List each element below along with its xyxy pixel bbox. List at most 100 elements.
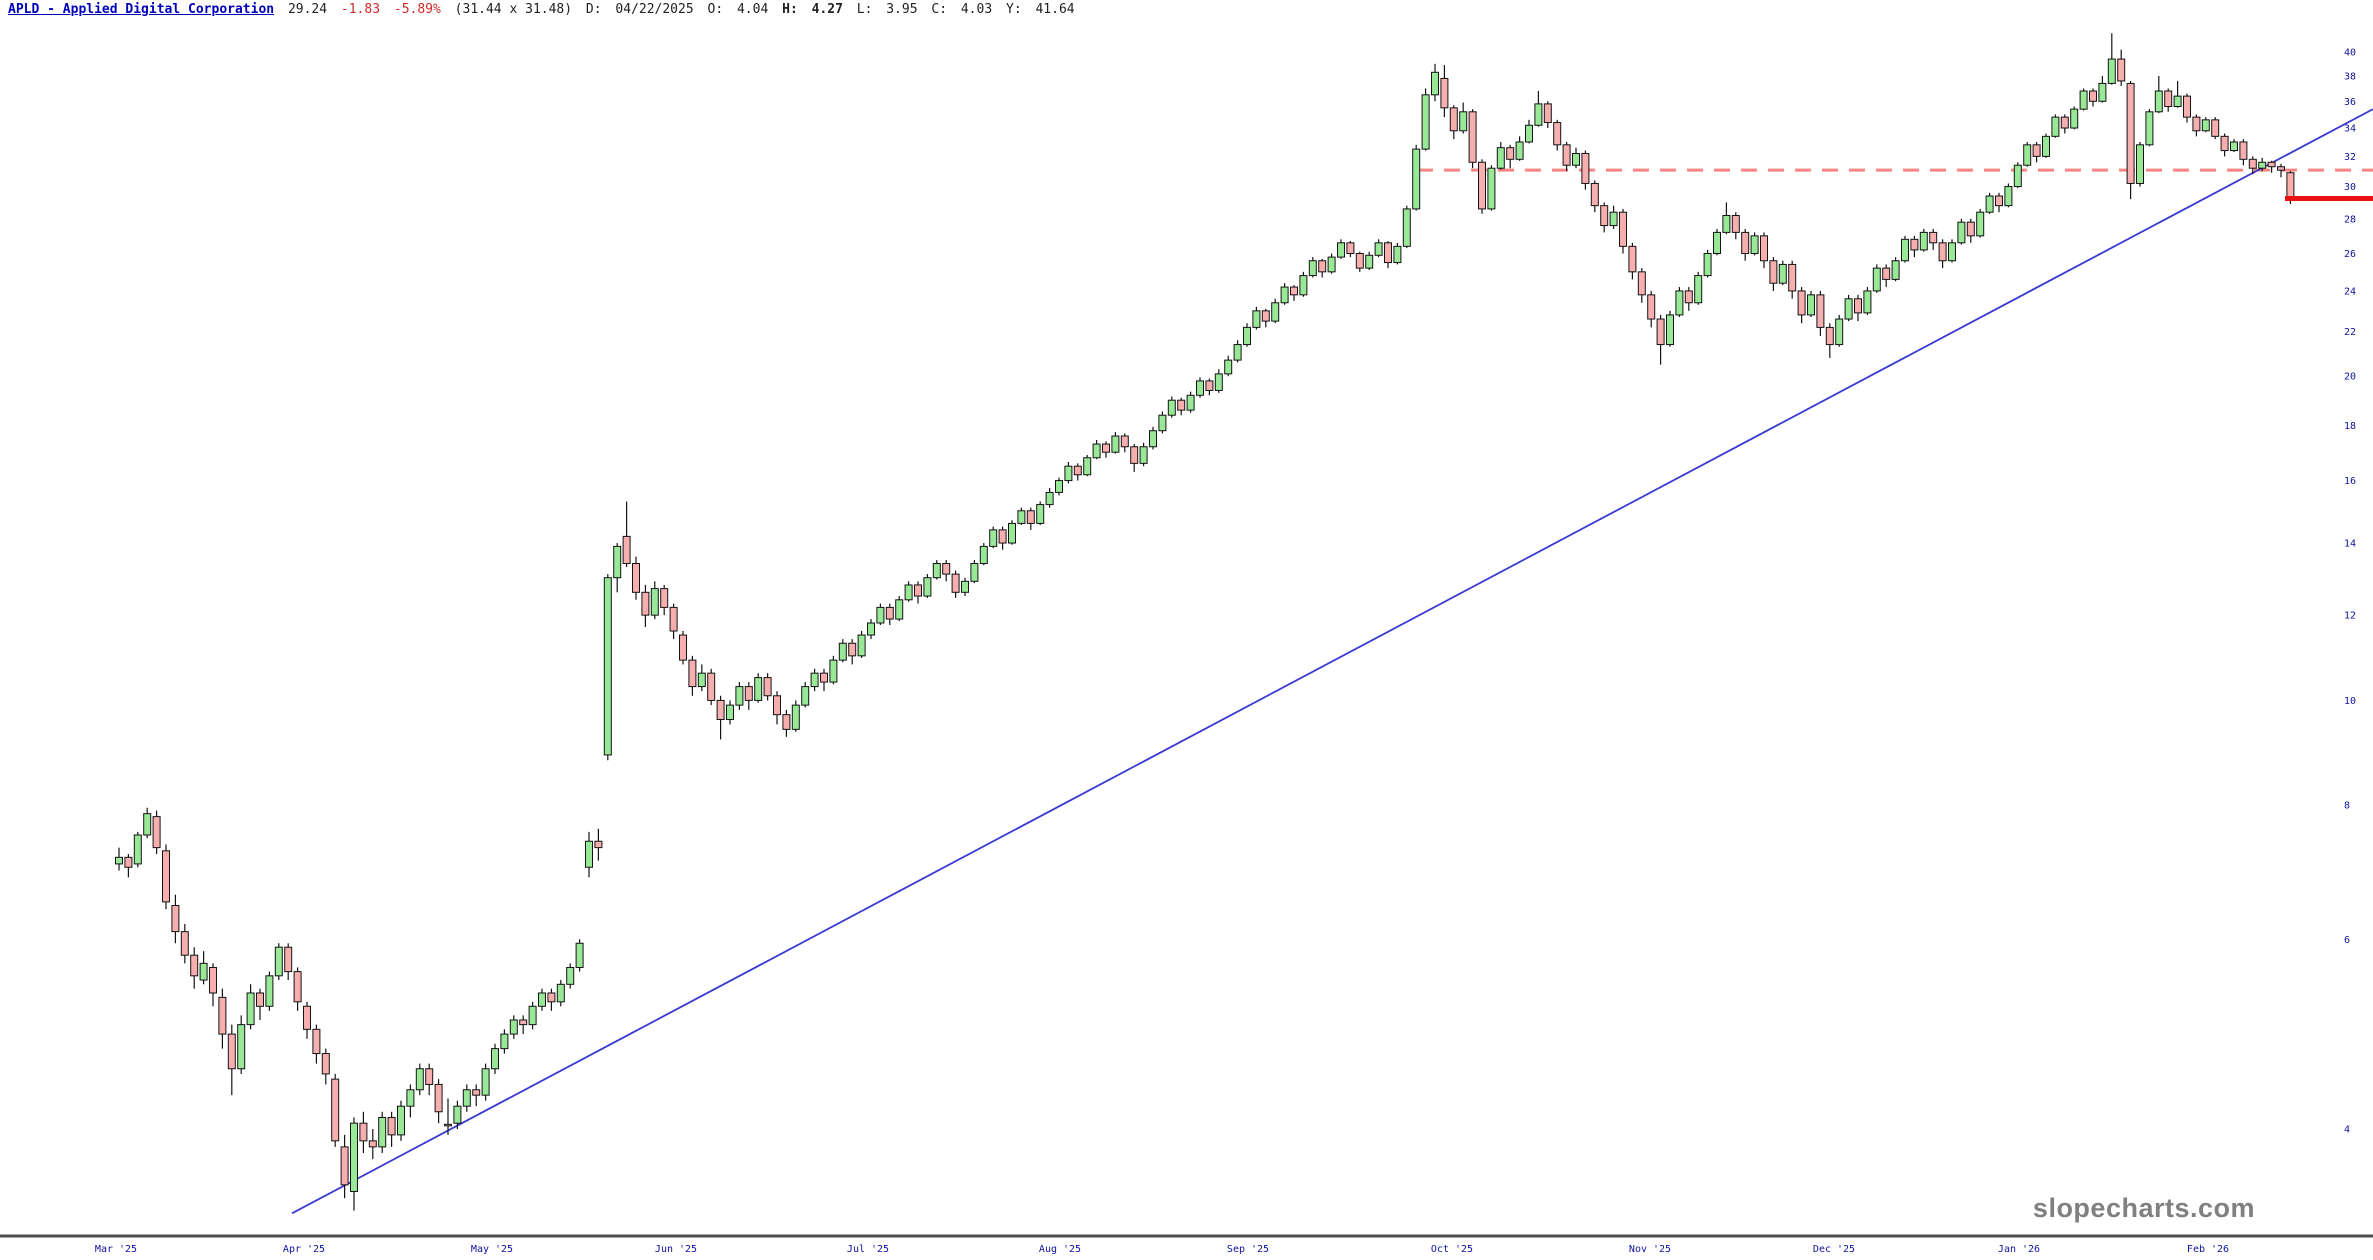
candle-body[interactable] xyxy=(1111,435,1120,453)
symbol-title-link[interactable]: APLD - Applied Digital Corporation xyxy=(8,2,275,17)
candle-body[interactable] xyxy=(923,577,932,597)
candle-body[interactable] xyxy=(1036,504,1045,524)
candle-body[interactable] xyxy=(1224,359,1233,375)
candle-body[interactable] xyxy=(632,563,640,593)
candle-body[interactable] xyxy=(1844,298,1853,320)
candle-body[interactable] xyxy=(773,695,781,716)
candle-body[interactable] xyxy=(791,704,800,730)
candle-body[interactable] xyxy=(1835,318,1844,346)
candle-body[interactable] xyxy=(1017,510,1026,524)
candle-body[interactable] xyxy=(594,840,603,849)
candle-body[interactable] xyxy=(1957,221,1966,244)
candle-body[interactable] xyxy=(312,1028,321,1055)
candle-body[interactable] xyxy=(2173,95,2182,108)
candle-body[interactable] xyxy=(641,591,650,616)
candle-body[interactable] xyxy=(2051,116,2060,137)
candle-body[interactable] xyxy=(2126,82,2135,184)
candle-body[interactable] xyxy=(1656,318,1665,346)
candle-body[interactable] xyxy=(2004,186,2013,207)
candle-body[interactable] xyxy=(1120,435,1129,448)
candle-body[interactable] xyxy=(1073,465,1082,476)
candle-body[interactable] xyxy=(1553,122,1562,146)
candle-body[interactable] xyxy=(1825,326,1834,346)
candle-body[interactable] xyxy=(556,983,565,1003)
candle-body[interactable] xyxy=(2258,161,2267,169)
candle-body[interactable] xyxy=(1938,242,1947,262)
candle-body[interactable] xyxy=(857,634,866,657)
candle-body[interactable] xyxy=(321,1053,330,1075)
candle-body[interactable] xyxy=(1506,147,1515,160)
candle-body[interactable] xyxy=(199,962,208,981)
candle-body[interactable] xyxy=(726,704,734,721)
candle-body[interactable] xyxy=(1901,238,1909,262)
candle-body[interactable] xyxy=(1214,373,1223,391)
candle-body[interactable] xyxy=(1205,380,1214,391)
candle-body[interactable] xyxy=(1478,161,1486,210)
candle-body[interactable] xyxy=(331,1078,340,1142)
candle-body[interactable] xyxy=(744,686,753,701)
candle-body[interactable] xyxy=(472,1089,481,1096)
candle-body[interactable] xyxy=(378,1116,387,1148)
candle-body[interactable] xyxy=(1421,94,1430,150)
candle-body[interactable] xyxy=(1750,235,1759,254)
candle-body[interactable] xyxy=(1515,141,1524,160)
candle-body[interactable] xyxy=(961,580,969,593)
candle-body[interactable] xyxy=(1177,399,1186,411)
candle-body[interactable] xyxy=(2239,141,2248,160)
candle-body[interactable] xyxy=(1995,195,2003,207)
candle-body[interactable] xyxy=(801,686,810,706)
candle-body[interactable] xyxy=(2079,90,2088,110)
candle-body[interactable] xyxy=(1252,310,1261,328)
candle-body[interactable] xyxy=(500,1033,509,1050)
candle-body[interactable] xyxy=(218,996,227,1035)
candle-body[interactable] xyxy=(1355,252,1364,269)
candle-body[interactable] xyxy=(848,642,857,657)
candle-body[interactable] xyxy=(2230,141,2238,152)
candle-body[interactable] xyxy=(942,563,951,575)
candle-body[interactable] xyxy=(1308,260,1317,277)
candle-body[interactable] xyxy=(2070,108,2079,129)
candle-body[interactable] xyxy=(979,545,988,565)
candle-body[interactable] xyxy=(1384,242,1392,264)
candle-body[interactable] xyxy=(1562,144,1571,166)
candle-body[interactable] xyxy=(566,966,575,985)
candle-body[interactable] xyxy=(998,529,1007,544)
candle-body[interactable] xyxy=(820,672,828,683)
candle-body[interactable] xyxy=(415,1068,424,1091)
candle-body[interactable] xyxy=(2145,111,2154,146)
candle-body[interactable] xyxy=(1976,211,1985,237)
candle-body[interactable] xyxy=(2277,166,2285,171)
candle-body[interactable] xyxy=(1008,522,1016,544)
candle-body[interactable] xyxy=(1619,211,1627,247)
candle-body[interactable] xyxy=(1609,211,1618,227)
candle-body[interactable] xyxy=(1261,310,1270,322)
candle-body[interactable] xyxy=(303,1005,311,1030)
candle-body[interactable] xyxy=(603,577,612,756)
candle-body[interactable] xyxy=(1468,111,1477,163)
candle-body[interactable] xyxy=(1703,252,1712,277)
candle-body[interactable] xyxy=(1393,245,1402,264)
candle-body[interactable] xyxy=(2183,95,2191,118)
candle-body[interactable] xyxy=(293,971,302,1003)
candle-body[interactable] xyxy=(1196,380,1204,396)
candle-body[interactable] xyxy=(1572,152,1580,166)
candle-body[interactable] xyxy=(650,588,659,616)
candle-body[interactable] xyxy=(1431,71,1439,96)
candle-body[interactable] xyxy=(453,1105,462,1124)
candle-body[interactable] xyxy=(227,1033,236,1070)
candle-body[interactable] xyxy=(1083,457,1092,476)
candle-body[interactable] xyxy=(970,563,979,582)
candle-body[interactable] xyxy=(1778,263,1787,284)
candle-body[interactable] xyxy=(2211,119,2220,137)
candle-body[interactable] xyxy=(1299,275,1308,296)
candle-body[interactable] xyxy=(1186,394,1195,411)
candle-body[interactable] xyxy=(1948,242,1956,262)
candle-body[interactable] xyxy=(237,1024,246,1070)
candle-body[interactable] xyxy=(481,1068,490,1096)
candle-body[interactable] xyxy=(1910,238,1919,251)
candle-body[interactable] xyxy=(1412,148,1421,210)
candle-body[interactable] xyxy=(2136,144,2144,184)
candle-body[interactable] xyxy=(397,1105,405,1136)
candle-body[interactable] xyxy=(810,672,819,688)
candle-body[interactable] xyxy=(2013,164,2022,188)
